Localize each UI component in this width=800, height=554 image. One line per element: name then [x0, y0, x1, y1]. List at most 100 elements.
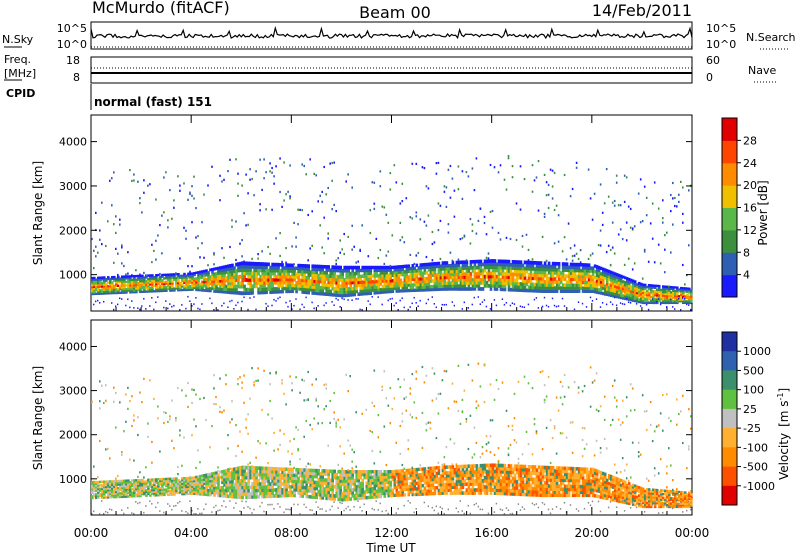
- power-echo-cell: [449, 287, 453, 291]
- power-scatter-cell: [399, 202, 402, 205]
- power-echo-cell: [421, 263, 425, 267]
- power-echo-cell: [157, 277, 160, 280]
- velocity-echo-cell: [225, 494, 228, 498]
- power-scatter-cell: [383, 206, 386, 209]
- velocity-echo-cell: [339, 485, 342, 489]
- velocity-echo-cell: [131, 484, 134, 487]
- power-echo-cell: [676, 286, 679, 289]
- power-echo-cell: [331, 265, 334, 269]
- power-scatter-cell: [633, 262, 636, 265]
- power-scatter-cell: [323, 165, 325, 169]
- power-scatter-cell: [191, 221, 193, 224]
- power-echo-cell: [670, 296, 673, 299]
- power-scatter-cell: [269, 170, 271, 173]
- power-scatter-cell: [607, 195, 610, 198]
- power-echo-cell: [181, 285, 184, 288]
- power-echo-cell: [285, 286, 288, 291]
- velocity-echo-cell: [331, 481, 334, 486]
- velocity-echo-cell: [99, 494, 102, 498]
- velocity-echo-cell: [255, 485, 258, 490]
- velocity-scatter-cell: [213, 387, 215, 390]
- power-echo-cell: [537, 267, 541, 272]
- power-echo-cell: [155, 279, 158, 282]
- power-echo-cell: [425, 262, 429, 267]
- power-ground-cell: [393, 304, 395, 307]
- velocity-echo-cell: [331, 478, 334, 483]
- power-echo-cell: [589, 275, 593, 279]
- velocity-echo-cell: [133, 486, 136, 489]
- power-echo-cell: [297, 266, 300, 271]
- power-scatter-cell: [117, 252, 119, 255]
- velocity-echo-cell: [249, 495, 252, 499]
- power-echo-cell: [619, 286, 623, 290]
- power-ground-cell: [666, 306, 668, 308]
- power-echo-cell: [329, 277, 332, 282]
- velocity-echo-cell: [261, 469, 264, 474]
- power-ground-cell: [209, 297, 211, 300]
- power-echo-cell: [543, 267, 547, 272]
- power-ground-cell: [169, 303, 171, 305]
- power-echo-cell: [235, 272, 238, 276]
- power-echo-cell: [289, 269, 292, 273]
- power-scatter-cell: [525, 233, 528, 236]
- power-echo-cell: [119, 279, 122, 282]
- velocity-scatter-cell: [99, 400, 101, 403]
- power-echo-cell: [501, 284, 505, 289]
- power-echo-cell: [245, 264, 248, 269]
- velocity-scatter-cell: [251, 367, 253, 370]
- power-echo-cell: [627, 289, 631, 292]
- power-echo-cell: [129, 285, 132, 289]
- velocity-echo-cell: [289, 467, 292, 472]
- velocity-echo-cell: [109, 480, 112, 483]
- power-echo-cell: [99, 280, 102, 283]
- power-echo-cell: [653, 284, 657, 288]
- power-echo-cell: [127, 284, 130, 287]
- velocity-echo-cell: [195, 489, 198, 492]
- velocity-ground-cell: [99, 513, 101, 515]
- power-echo-cell: [117, 275, 120, 279]
- power-echo-cell: [686, 287, 689, 290]
- power-echo-cell: [313, 270, 316, 275]
- power-scatter-cell: [543, 173, 546, 176]
- power-echo-cell: [237, 284, 240, 289]
- power-echo-cell: [475, 281, 479, 285]
- power-scatter-cell: [301, 163, 303, 166]
- power-ground-cell: [95, 300, 97, 303]
- power-echo-cell: [676, 298, 679, 301]
- power-echo-cell: [403, 283, 407, 287]
- power-echo-cell: [93, 292, 96, 296]
- power-echo-cell: [315, 285, 318, 290]
- velocity-ground-cell: [279, 506, 281, 508]
- power-echo-cell: [413, 266, 417, 270]
- velocity-scatter-cell: [269, 383, 271, 386]
- power-scatter-cell: [537, 209, 540, 212]
- velocity-heatmap: [91, 362, 693, 515]
- power-echo-cell: [345, 284, 348, 288]
- velocity-scatter-cell: [279, 443, 281, 446]
- power-echo-cell: [179, 281, 182, 285]
- velocity-echo-cell: [231, 482, 234, 487]
- velocity-echo-cell: [297, 479, 300, 484]
- power-echo-cell: [561, 271, 565, 275]
- power-echo-cell: [477, 287, 481, 291]
- power-echo-cell: [407, 264, 411, 268]
- power-echo-cell: [139, 283, 142, 286]
- power-echo-cell: [511, 275, 515, 280]
- power-scatter-cell: [335, 259, 337, 262]
- power-echo-cell: [571, 274, 575, 279]
- velocity-echo-cell: [343, 476, 346, 480]
- power-ground-cell: [299, 308, 301, 311]
- velocity-scatter-cell: [99, 380, 101, 383]
- power-echo-cell: [219, 274, 222, 278]
- velocity-echo-cell: [267, 476, 270, 480]
- power-echo-cell: [519, 266, 523, 271]
- power-scatter-cell: [561, 250, 564, 253]
- power-ground-cell: [325, 302, 327, 304]
- power-echo-cell: [265, 268, 268, 273]
- power-echo-cell: [345, 275, 348, 279]
- power-echo-cell: [563, 286, 567, 290]
- velocity-echo-cell: [171, 484, 174, 487]
- velocity-ground-cell: [177, 502, 179, 504]
- power-echo-cell: [113, 277, 116, 281]
- power-scatter-cell: [509, 237, 512, 241]
